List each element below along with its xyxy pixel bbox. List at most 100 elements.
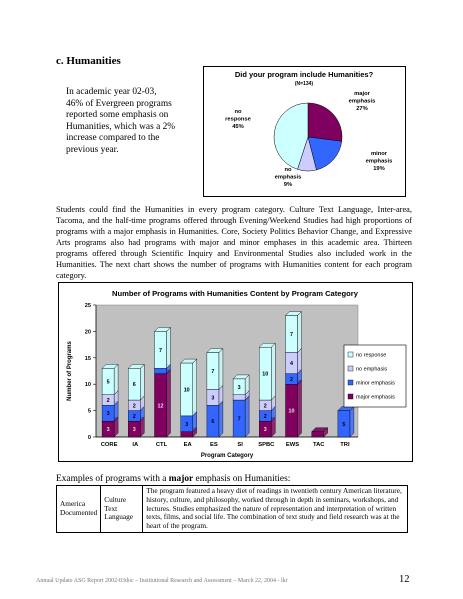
bar-side [271,342,276,401]
pie-value-label: 9% [284,182,292,188]
x-tick-label: SPBC [258,442,275,448]
bar-side [297,379,302,438]
bar-side [140,363,145,401]
bar-data-label: 10 [289,409,295,415]
bar-segment-ia-no-response [128,368,141,401]
bar-data-label: 3 [185,422,188,428]
program-area-cell: Culture Text Language [100,485,144,533]
x-tick-label: CORE [101,442,118,448]
y-tick-label: 20 [85,329,91,335]
bar-segment-spbc-no-response [259,347,272,401]
pie-value-label: 27% [356,106,368,112]
pie-subtitle: (N=134) [295,81,314,87]
y-tick-label: 15 [85,356,91,362]
pie-slice-major-emphasis [307,102,343,142]
legend-label: major emphasis [356,395,395,401]
footer-text: Annual Update ASG Report 2002-03doc – In… [36,578,288,584]
x-tick-label: TRI [340,442,350,448]
bar-segment-ea-major-emphasis [180,431,193,438]
x-tick-label: ES [210,442,218,448]
legend-swatch [347,379,354,386]
bar-side [218,348,224,390]
bar-data-label: 5 [107,380,110,386]
bar-segment-ea-no-response [180,362,193,417]
bar-data-label: 5 [342,422,345,428]
bar-segment-tac-major-emphasis [311,431,324,438]
bar-data-label: 7 [290,332,293,338]
examples-heading: Examples of programs with a major emphas… [56,474,290,484]
bar-ylabel: Number of Programs [67,341,73,401]
bar-data-label: 2 [107,398,110,404]
bar-data-label: 3 [211,395,214,401]
program-name-cell: America Documented [55,485,102,533]
bar-data-label: 2 [133,403,136,409]
pie-slice-label: emphasis [366,159,393,165]
pie-chart: Did your program include Humanities? (N=… [203,66,406,197]
legend-swatch [347,351,354,358]
bar-side [218,400,224,438]
intro-paragraph: In academic year 02-03, 46% of Evergreen… [66,87,176,155]
bar-side [192,358,197,417]
examples-table: America Documented Culture Text Language… [55,485,408,533]
bar-data-label: 3 [238,385,241,391]
bar-segment-ctl-minor-emphasis [154,368,167,374]
bar-data-label: 10 [184,387,190,393]
bar-chart: Number of Programs with Humanities Conte… [58,282,413,462]
bar-data-label: 2 [290,377,293,383]
bar-side [297,311,302,354]
bar-data-label: 3 [107,427,110,433]
pie-slice-label: emphasis [275,175,302,181]
x-tick-label: TAC [313,442,325,448]
table-row: America Documented Culture Text Language… [55,485,408,533]
y-tick-label: 25 [85,303,91,309]
bar-side [297,348,302,375]
examples-heading-end: emphasis on Humanities: [193,474,291,484]
legend-swatch [347,393,354,400]
pie-slice-label: minor [371,151,388,157]
bar-data-label: 10 [262,372,268,378]
examples-heading-bold: major [168,474,194,484]
pie-slice-label: major [354,91,371,97]
bar-segment-ctl-no-response [154,331,167,369]
pie-slice-label: response [225,117,252,123]
pie-title: Did your program include Humanities? [235,70,374,79]
pie-slice-no-response [273,102,309,170]
x-tick-label: EWS [286,442,299,448]
bar-segment-tri-minor-emphasis [337,410,351,438]
x-tick-label: EA [184,442,193,448]
bar-data-label: 3 [264,427,267,433]
bar-data-label: 3 [133,427,136,433]
bar-segment-ews-no-response [285,315,298,353]
bar-data-label: 3 [107,411,110,417]
bar-data-label: 7 [159,348,162,354]
y-tick-label: 10 [85,382,91,388]
x-tick-label: CTL [156,442,168,448]
y-tick-label: 5 [88,409,91,415]
page-number: 12 [399,574,410,585]
legend-label: no emphasis [356,367,387,373]
bar-segment-si-no-response [232,378,246,395]
pie-slice-label: emphasis [349,99,376,105]
bar-data-label: 4 [290,361,293,367]
bar-segment-core-no-response [101,368,115,395]
bar-chart-svg: Number of Programs with Humanities Conte… [67,289,407,459]
pie-value-label: 19% [373,166,385,172]
bar-side [113,363,119,396]
legend-box [343,344,407,408]
bar-data-label: 2 [133,414,136,420]
bar-data-label: 7 [238,417,241,423]
bar-title: Number of Programs with Humanities Conte… [112,289,359,298]
y-tick-label: 0 [88,435,91,441]
bar-xlabel: Program Category [201,453,254,459]
bar-side [244,395,250,438]
bar-side [349,406,355,438]
x-tick-label: IA [132,442,139,448]
legend-label: minor emphasis [356,381,395,387]
examples-heading-start: Examples of programs with a [56,474,169,484]
bar-data-label: 2 [264,403,267,409]
bar-data-label: 6 [133,382,136,388]
bar-side [166,326,171,369]
bar-data-label: 7 [211,369,214,375]
pie-value-label: 45% [232,124,244,130]
bar-data-label: 2 [264,414,267,420]
